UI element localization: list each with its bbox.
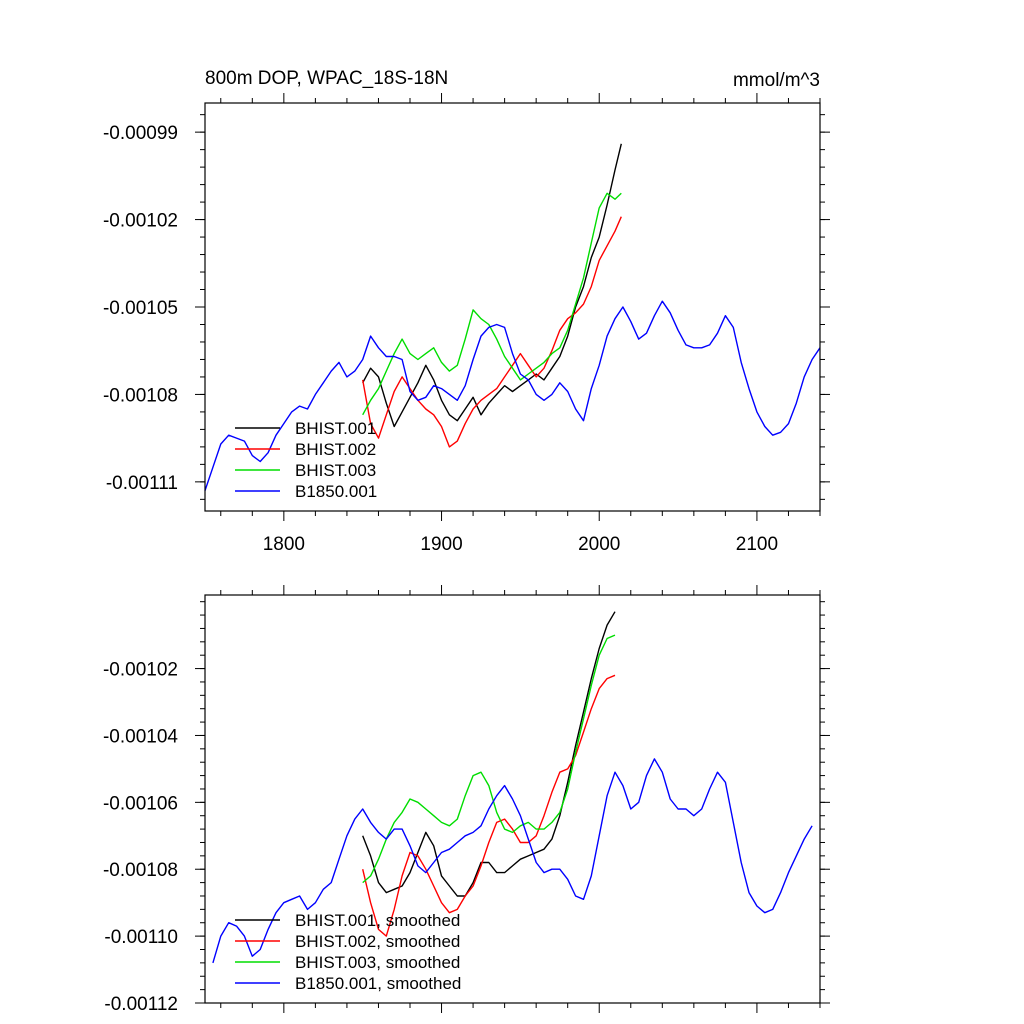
y-tick-label: -0.00108 xyxy=(103,860,178,881)
series-line-b1850-001 xyxy=(204,300,821,491)
legend-label: BHIST.001 xyxy=(295,419,376,438)
y-tick-label: -0.00102 xyxy=(103,211,178,232)
y-tick-label: -0.00105 xyxy=(103,298,178,319)
y-tick-label: -0.00106 xyxy=(103,793,178,814)
y-tick-label: -0.00099 xyxy=(103,123,178,144)
chart-title: 800m DOP, WPAC_18S-18N xyxy=(205,68,448,89)
series-line-bhist-002-smoothed xyxy=(362,674,616,937)
legend-label: B1850.001 xyxy=(295,482,377,501)
y-tick-label: -0.00102 xyxy=(103,660,178,681)
bottom-panel: -0.00102 -0.00104 -0.00106 -0.00108 -0.00110… xyxy=(103,585,830,1015)
series-line-bhist-003-smoothed xyxy=(362,634,616,884)
bottom-plot-frame xyxy=(204,594,821,1004)
y-tick-label: -0.00112 xyxy=(104,994,178,1015)
y-tick-label: -0.00111 xyxy=(106,473,178,494)
legend-label: BHIST.002 xyxy=(295,440,376,459)
series-line-bhist-001 xyxy=(362,143,622,428)
legend-label: BHIST.002, smoothed xyxy=(295,932,460,951)
y-tick-label: -0.00108 xyxy=(103,385,178,406)
top-legend: BHIST.001 BHIST.002 BHIST.003 B1850.001 xyxy=(235,419,377,501)
series-line-bhist-001-smoothed xyxy=(362,611,616,897)
x-tick-label: 2000 xyxy=(578,534,620,555)
series-line-bhist-002 xyxy=(362,216,622,448)
x-tick-label: 1800 xyxy=(263,534,305,555)
x-tick-label: 1900 xyxy=(420,534,462,555)
y-tick-label: -0.00110 xyxy=(104,927,178,948)
series-line-bhist-003 xyxy=(362,192,622,416)
series-line-b1850-001-smoothed xyxy=(212,758,813,964)
bottom-legend: BHIST.001, smoothed BHIST.002, smoothed BH… xyxy=(235,911,461,993)
x-tick-label: 2100 xyxy=(736,534,778,555)
units-label: mmol/m^3 xyxy=(733,70,820,91)
legend-label: B1850.001, smoothed xyxy=(295,974,461,993)
legend-label: BHIST.003, smoothed xyxy=(295,953,460,972)
legend-label: BHIST.001, smoothed xyxy=(295,911,460,930)
y-tick-label: -0.00104 xyxy=(103,726,178,747)
top-panel: 800m DOP, WPAC_18S-18N mmol/m^3 1800 1900… xyxy=(103,68,830,555)
legend-label: BHIST.003 xyxy=(295,461,376,480)
